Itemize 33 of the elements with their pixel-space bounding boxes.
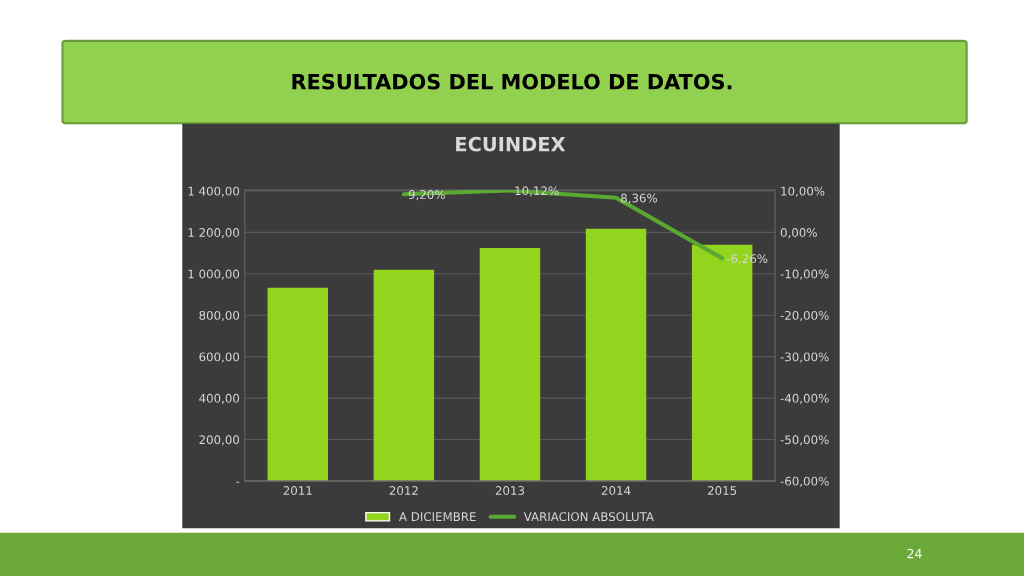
data-label: 8,36% [621, 193, 658, 204]
y-tick-label: - [236, 481, 240, 483]
x-tick-label: 2014 [601, 486, 631, 495]
bar [267, 287, 329, 481]
y2-tick-label: -30,00% [780, 352, 829, 363]
bar [585, 228, 647, 481]
y2-tick-label: 10,00% [781, 186, 825, 197]
text: RESULTADOS DEL MODELO DE DATOS. [292, 73, 732, 90]
y-tick-label: 1 200,00 [188, 228, 240, 239]
text: 24 [907, 548, 922, 559]
y2-tick-label: -50,00% [780, 435, 829, 446]
y-tick-label: 200,00 [199, 435, 240, 446]
bar [479, 247, 541, 481]
y2-tick-label: 0,00% [780, 228, 817, 239]
y-tick-label: 600,00 [199, 352, 240, 363]
y2-tick-label: -60,00% [780, 476, 829, 487]
y-tick-label: 800,00 [199, 310, 240, 322]
y-tick-label: 1 000,00 [188, 269, 240, 280]
data-label: 10,12% [515, 186, 559, 197]
x-tick-label: 2015 [707, 486, 737, 495]
legend-label: A DICIEMBRE [399, 512, 476, 522]
y2-tick-label: -20,00% [780, 310, 829, 322]
x-tick-label: 2013 [495, 486, 525, 495]
chart-title: ECUINDEX [456, 136, 566, 152]
bar [373, 269, 435, 481]
x-tick-label: 2011 [283, 486, 312, 495]
y-tick-label: 1 400,00 [188, 186, 240, 197]
y2-tick-label: -40,00% [780, 393, 829, 404]
y-tick-label: 400,00 [199, 393, 240, 404]
y2-tick-label: -10,00% [780, 269, 829, 280]
x-tick-label: 2012 [389, 486, 418, 495]
legend-label: VARIACION ABSOLUTA [523, 512, 654, 522]
data-label: 9,20% [408, 190, 445, 201]
